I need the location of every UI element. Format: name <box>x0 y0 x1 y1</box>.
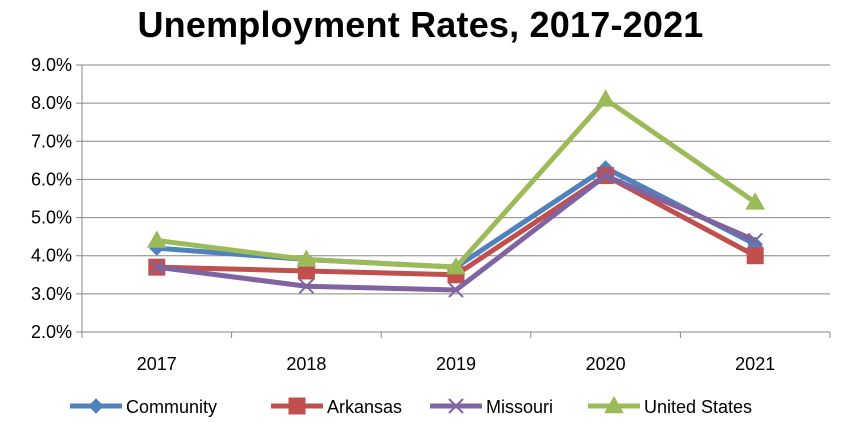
y-axis-ticks: 2.0% 3.0% 4.0% 5.0% 6.0% 7.0% 8.0% 9.0% <box>31 55 82 342</box>
legend-item-united-states: United States <box>588 395 752 417</box>
legend-marker <box>604 395 624 414</box>
y-tick-label: 4.0% <box>31 246 72 266</box>
legend-label: United States <box>644 397 752 417</box>
legend-label: Community <box>126 397 217 417</box>
legend-item-community: Community <box>70 397 217 417</box>
y-tick-label: 6.0% <box>31 169 72 189</box>
legend-label: Arkansas <box>327 397 402 417</box>
gridlines <box>82 64 830 295</box>
series-line-united-states <box>156 96 757 270</box>
y-tick-label: 8.0% <box>31 93 72 113</box>
y-tick-label: 5.0% <box>31 208 72 228</box>
data-point-missouri <box>298 278 315 294</box>
legend: Community Arkansas Missouri United States <box>70 395 752 417</box>
legend-marker <box>288 397 306 415</box>
y-tick-label: 2.0% <box>31 322 72 342</box>
data-point-missouri <box>149 259 165 275</box>
legend-item-missouri: Missouri <box>430 397 553 417</box>
x-tick-label: 2017 <box>137 354 177 374</box>
x-tick-label: 2019 <box>436 354 476 374</box>
chart-title: Unemployment Rates, 2017-2021 <box>137 4 704 45</box>
y-tick-label: 3.0% <box>31 284 72 304</box>
legend-marker <box>448 398 464 414</box>
y-tick-label: 9.0% <box>31 55 72 75</box>
data-point-missouri <box>747 232 763 249</box>
legend-label: Missouri <box>486 397 553 417</box>
x-axis-ticks: 2017 2018 2019 2020 2021 <box>81 332 831 374</box>
data-point-united-states <box>446 257 466 275</box>
x-tick-label: 2018 <box>286 354 326 374</box>
data-point-arkansas <box>746 247 764 265</box>
data-point-united-states <box>146 230 167 248</box>
legend-item-arkansas: Arkansas <box>271 397 402 417</box>
x-tick-label: 2020 <box>586 354 626 374</box>
series-missouri <box>149 167 763 298</box>
series-group <box>146 89 766 298</box>
y-tick-label: 7.0% <box>31 131 72 151</box>
axes <box>81 65 830 333</box>
x-tick-label: 2021 <box>735 354 775 374</box>
series-united-states <box>146 89 766 275</box>
data-point-united-states <box>745 192 766 210</box>
legend-marker <box>88 398 104 414</box>
data-point-united-states <box>296 249 317 267</box>
data-point-missouri <box>448 282 464 298</box>
data-point-united-states <box>595 89 616 107</box>
data-point-missouri <box>597 167 614 184</box>
